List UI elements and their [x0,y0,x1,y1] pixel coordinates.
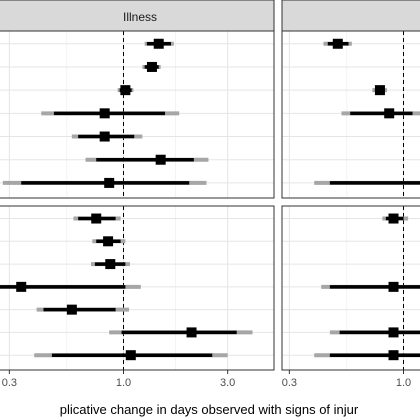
point-estimate [388,213,399,224]
point-estimate [153,38,164,49]
facet-strip [281,0,420,32]
point-estimate [91,213,102,224]
point-estimate [332,38,343,49]
facet-strip-label: Illness [123,10,157,24]
x-tick-label: 3.0 [220,377,235,389]
panel-border [281,30,420,199]
point-estimate [103,236,114,247]
point-estimate [388,350,399,361]
facet-panel-2 [281,0,420,199]
x-axis-title: plicative change in days observed with s… [60,402,359,417]
facet-panels: Illness [0,0,420,371]
point-estimate [99,108,110,119]
panel-border [0,205,275,371]
point-estimate [104,177,115,188]
point-estimate [16,281,27,292]
facet-strip [0,0,275,32]
point-estimate [66,304,77,315]
panel-border [281,205,420,371]
point-estimate [388,327,399,338]
facet-panel-4 [281,205,420,371]
point-estimate [155,154,166,165]
panel-border [0,30,275,199]
point-estimate [125,350,136,361]
x-tick-label: 0.3 [2,377,17,389]
x-axis: 0.3 0.3 1.0 1.0 3.0 [2,370,411,389]
facet-panel-3 [0,205,275,371]
point-estimate [388,281,399,292]
point-estimate [186,327,197,338]
x-tick-label: 0.3 [282,377,297,389]
point-estimate [120,85,131,96]
point-estimate [105,259,116,270]
facet-panel-1: Illness [0,0,275,199]
x-tick-label: 1.0 [116,377,131,389]
x-tick-label: 1.0 [396,377,411,389]
point-estimate [384,108,395,119]
point-estimate [374,85,385,96]
point-estimate [146,61,157,72]
point-estimate [99,131,110,142]
